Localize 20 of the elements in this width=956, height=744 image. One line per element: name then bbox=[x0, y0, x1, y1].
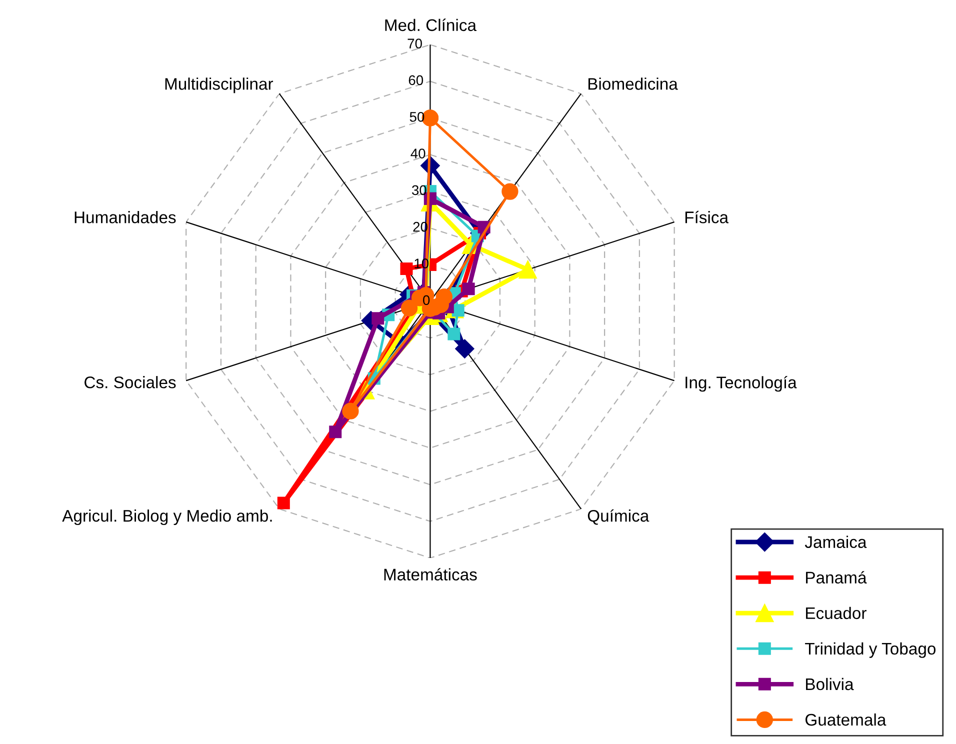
y-tick-label: 70 bbox=[408, 38, 422, 48]
legend-label: Guatemala bbox=[806, 713, 886, 726]
spoke-label: Biomedicina bbox=[588, 78, 678, 90]
spoke-label: Química bbox=[588, 509, 650, 525]
spoke-label: Med. Clínica bbox=[385, 18, 477, 32]
spoke-label: Humanidades bbox=[74, 211, 176, 224]
y-tick-label: 60 bbox=[408, 75, 424, 86]
spoke-label: Cs. Sociales bbox=[84, 376, 176, 388]
spoke-label: Física bbox=[685, 210, 729, 224]
spoke-label: Multidisciplinar bbox=[165, 78, 274, 94]
legend-label: Jamaica bbox=[804, 536, 867, 548]
spoke-label: Ing. Tecnología bbox=[686, 376, 797, 392]
legend-label: Bolivia bbox=[806, 678, 854, 690]
spoke-label: Matemáticas bbox=[384, 568, 477, 581]
legend-label: Ecuador bbox=[806, 606, 866, 620]
legend-label: Trinidad y Tobago bbox=[805, 642, 936, 658]
spoke-label: Agricul. Biolog y Medio amb. bbox=[62, 510, 272, 526]
y-tick-label: 40 bbox=[410, 148, 426, 158]
legend-label: Panamá bbox=[806, 571, 867, 584]
y-tick-label: 0 bbox=[423, 295, 430, 306]
